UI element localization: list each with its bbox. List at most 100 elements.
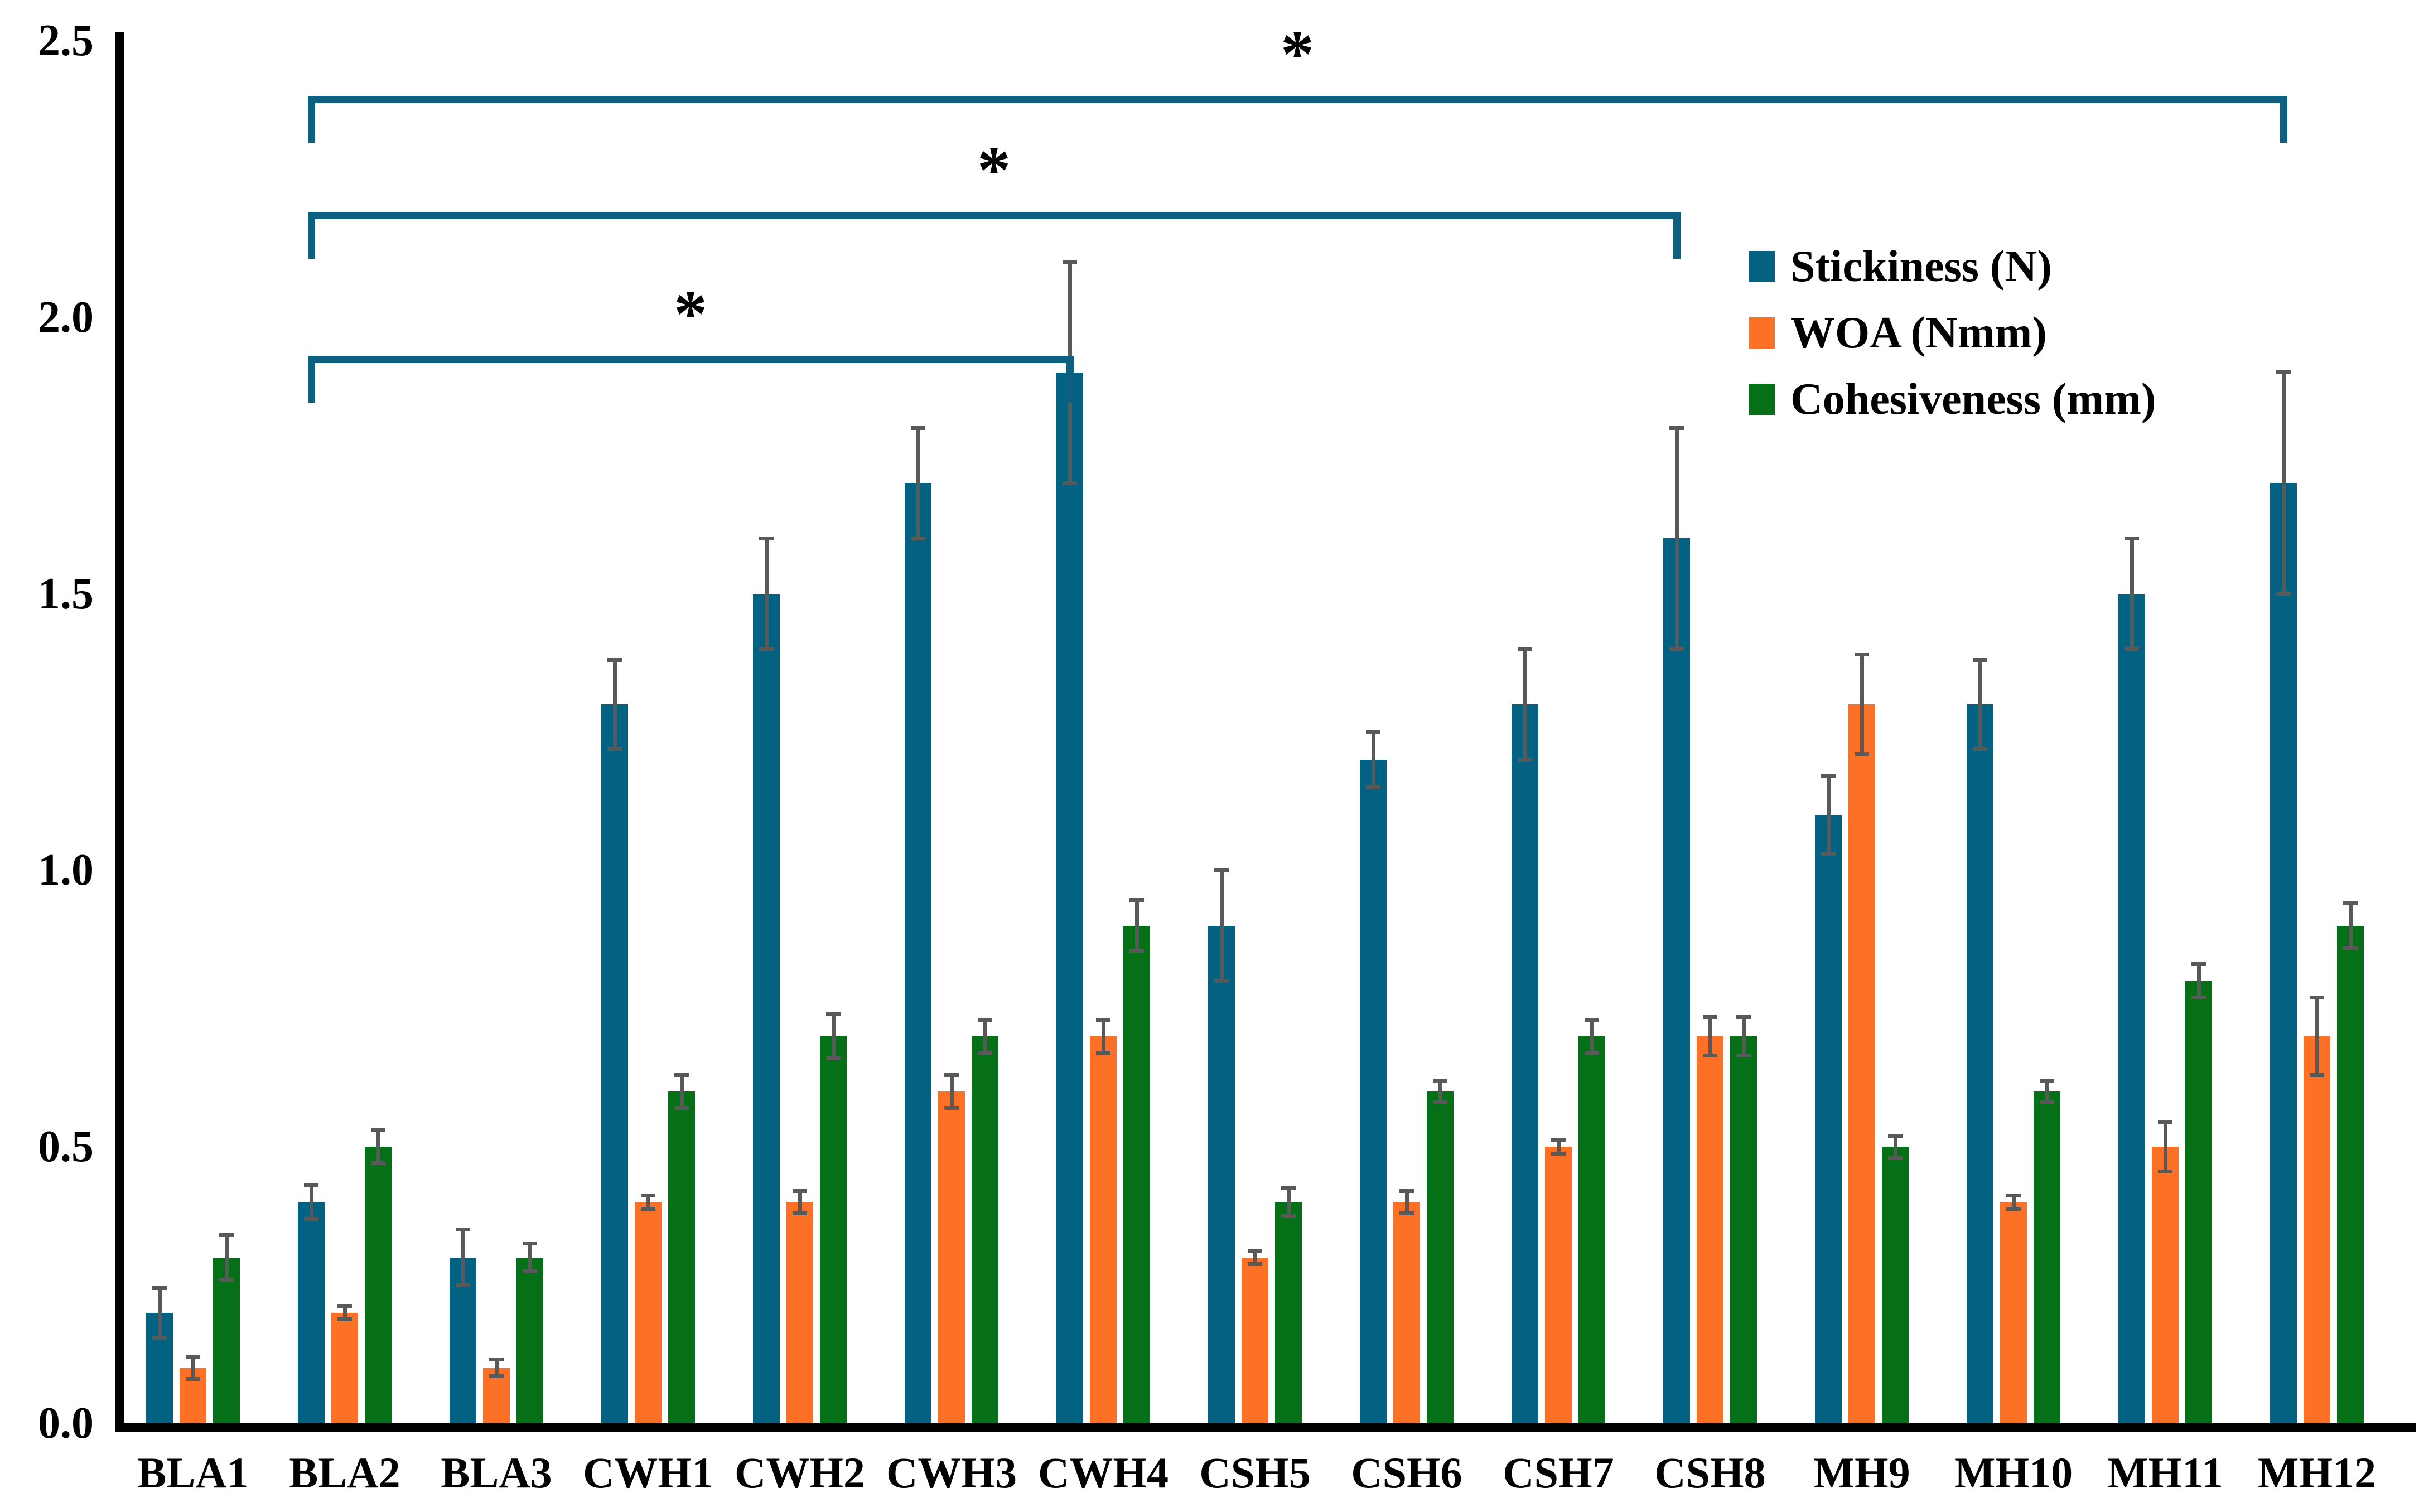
error-bar-cap-bottom-MH11-stickiness bbox=[2125, 647, 2139, 651]
error-bar-line-CSH7-cohesiveness bbox=[1590, 1020, 1594, 1053]
bar-CSH8-woa bbox=[1697, 1036, 1723, 1423]
bar-CWH1-stickiness bbox=[601, 704, 628, 1423]
error-bar-cap-top-CSH6-woa bbox=[1399, 1189, 1414, 1194]
bar-CSH7-stickiness bbox=[1512, 704, 1538, 1423]
error-bar-cap-bottom-CWH1-stickiness bbox=[607, 746, 622, 751]
error-bar-line-CSH7-woa bbox=[1556, 1140, 1561, 1154]
error-bar-line-CSH5-stickiness bbox=[1219, 870, 1224, 981]
bracket-line-BLA2-CSH8 bbox=[307, 212, 1681, 220]
error-bar-cap-top-CSH6-stickiness bbox=[1366, 730, 1380, 734]
error-bar-line-MH11-woa bbox=[2163, 1122, 2167, 1172]
bar-CWH1-woa bbox=[635, 1202, 662, 1423]
error-bar-line-CWH3-woa bbox=[949, 1075, 954, 1108]
error-bar-line-CSH8-cohesiveness bbox=[1741, 1017, 1746, 1056]
bar-MH10-cohesiveness bbox=[2034, 1091, 2060, 1423]
bar-CWH2-stickiness bbox=[753, 593, 780, 1423]
error-bar-line-MH9-cohesiveness bbox=[1893, 1136, 1897, 1158]
error-bar-cap-bottom-CSH5-woa bbox=[1248, 1262, 1262, 1266]
legend-swatch-cohesiveness bbox=[1749, 384, 1775, 415]
x-category-label-MH12: MH12 bbox=[2257, 1448, 2377, 1497]
error-bar-line-CSH6-cohesiveness bbox=[1438, 1080, 1442, 1103]
bar-MH10-woa bbox=[2000, 1202, 2027, 1423]
error-bar-cap-bottom-BLA1-woa bbox=[186, 1377, 200, 1381]
error-bar-cap-top-MH12-stickiness bbox=[2276, 370, 2291, 375]
x-category-label-CSH7: CSH7 bbox=[1503, 1448, 1614, 1497]
bar-BLA2-stickiness bbox=[298, 1202, 325, 1423]
bracket-tick-BLA2-2 bbox=[307, 96, 315, 143]
error-bar-cap-bottom-CWH2-woa bbox=[793, 1211, 807, 1215]
bar-MH9-cohesiveness bbox=[1882, 1147, 1909, 1423]
error-bar-cap-top-CWH3-cohesiveness bbox=[978, 1017, 992, 1022]
y-tick-label-1.5: 1.5 bbox=[38, 569, 94, 619]
error-bar-cap-top-CSH8-stickiness bbox=[1669, 426, 1684, 430]
error-bar-cap-bottom-CWH4-stickiness bbox=[1063, 481, 1077, 485]
bracket-tick-BLA2-0 bbox=[307, 356, 315, 403]
error-bar-line-CSH8-woa bbox=[1708, 1017, 1712, 1056]
error-bar-cap-bottom-CSH8-stickiness bbox=[1669, 647, 1684, 651]
error-bar-line-MH12-cohesiveness bbox=[2348, 903, 2353, 948]
bar-CWH4-woa bbox=[1090, 1036, 1117, 1423]
error-bar-line-BLA1-cohesiveness bbox=[224, 1235, 229, 1280]
bar-CSH6-cohesiveness bbox=[1427, 1091, 1454, 1423]
error-bar-line-CSH5-cohesiveness bbox=[1286, 1188, 1291, 1216]
error-bar-line-MH11-cohesiveness bbox=[2196, 964, 2201, 998]
significance-asterisk-BLA2-CSH8: * bbox=[977, 133, 1011, 207]
error-bar-cap-top-MH12-cohesiveness bbox=[2343, 901, 2358, 906]
error-bar-line-BLA2-stickiness bbox=[309, 1185, 313, 1219]
legend-label-woa: WOA (Nmm) bbox=[1790, 308, 2047, 358]
error-bar-cap-top-CWH3-stickiness bbox=[911, 426, 925, 430]
error-bar-cap-bottom-BLA3-stickiness bbox=[456, 1283, 470, 1287]
bar-BLA2-woa bbox=[331, 1312, 358, 1423]
error-bar-line-CSH5-woa bbox=[1253, 1250, 1257, 1264]
error-bar-cap-bottom-CSH8-cohesiveness bbox=[1736, 1054, 1751, 1058]
bar-CSH6-stickiness bbox=[1360, 760, 1387, 1423]
significance-asterisk-BLA2-CWH4: * bbox=[674, 277, 707, 351]
error-bar-cap-top-BLA3-stickiness bbox=[456, 1228, 470, 1232]
error-bar-cap-bottom-CWH2-stickiness bbox=[759, 647, 774, 651]
error-bar-cap-bottom-CWH2-cohesiveness bbox=[826, 1056, 841, 1061]
error-bar-cap-top-BLA1-cohesiveness bbox=[219, 1233, 234, 1238]
x-category-label-CWH4: CWH4 bbox=[1038, 1448, 1169, 1497]
error-bar-line-CWH2-stickiness bbox=[764, 538, 769, 649]
error-bar-cap-top-MH9-stickiness bbox=[1821, 774, 1836, 779]
bar-MH11-stickiness bbox=[2118, 593, 2145, 1423]
error-bar-cap-top-MH10-woa bbox=[2006, 1193, 2021, 1197]
error-bar-cap-top-CSH8-cohesiveness bbox=[1736, 1015, 1751, 1019]
legend-label-stickiness: Stickiness (N) bbox=[1790, 242, 2052, 291]
bracket-line-BLA2-MH12 bbox=[307, 96, 2287, 104]
error-bar-line-CWH3-cohesiveness bbox=[983, 1020, 987, 1053]
bar-CWH2-cohesiveness bbox=[820, 1036, 847, 1423]
error-bar-line-BLA1-woa bbox=[191, 1357, 195, 1379]
error-bar-line-MH11-stickiness bbox=[2130, 538, 2134, 649]
error-bar-line-MH10-cohesiveness bbox=[2045, 1080, 2049, 1103]
error-bar-cap-top-BLA1-woa bbox=[186, 1355, 200, 1359]
error-bar-cap-top-CSH5-woa bbox=[1248, 1249, 1262, 1253]
x-category-label-CSH5: CSH5 bbox=[1199, 1448, 1311, 1497]
error-bar-line-CWH4-woa bbox=[1101, 1020, 1105, 1053]
error-bar-line-CWH2-cohesiveness bbox=[831, 1014, 836, 1059]
error-bar-cap-top-CSH8-woa bbox=[1703, 1015, 1717, 1019]
x-category-label-CWH3: CWH3 bbox=[886, 1448, 1017, 1497]
error-bar-line-MH12-woa bbox=[2315, 997, 2319, 1075]
error-bar-line-BLA3-stickiness bbox=[461, 1229, 465, 1286]
bar-CWH4-stickiness bbox=[1056, 372, 1083, 1423]
bar-BLA3-cohesiveness bbox=[516, 1257, 543, 1423]
error-bar-cap-top-BLA2-woa bbox=[337, 1304, 352, 1308]
error-bar-cap-bottom-CSH7-stickiness bbox=[1518, 757, 1532, 762]
error-bar-cap-bottom-CSH5-cohesiveness bbox=[1281, 1214, 1296, 1218]
error-bar-cap-top-CSH5-stickiness bbox=[1214, 868, 1229, 872]
error-bar-cap-bottom-BLA3-woa bbox=[489, 1374, 504, 1379]
error-bar-cap-top-CWH1-cohesiveness bbox=[674, 1073, 689, 1077]
bracket-line-BLA2-CWH4 bbox=[307, 356, 1074, 364]
error-bar-cap-bottom-BLA2-woa bbox=[337, 1317, 352, 1322]
error-bar-cap-top-MH9-cohesiveness bbox=[1888, 1133, 1903, 1138]
bar-CSH8-cohesiveness bbox=[1730, 1036, 1757, 1423]
error-bar-cap-bottom-CWH3-woa bbox=[944, 1106, 959, 1110]
bar-CSH5-woa bbox=[1242, 1257, 1268, 1423]
y-tick-label-0.5: 0.5 bbox=[38, 1122, 94, 1172]
error-bar-cap-bottom-MH12-stickiness bbox=[2276, 592, 2291, 596]
error-bar-cap-top-CSH7-woa bbox=[1551, 1138, 1566, 1142]
bar-BLA2-cohesiveness bbox=[365, 1147, 392, 1423]
x-category-label-MH9: MH9 bbox=[1813, 1448, 1910, 1497]
